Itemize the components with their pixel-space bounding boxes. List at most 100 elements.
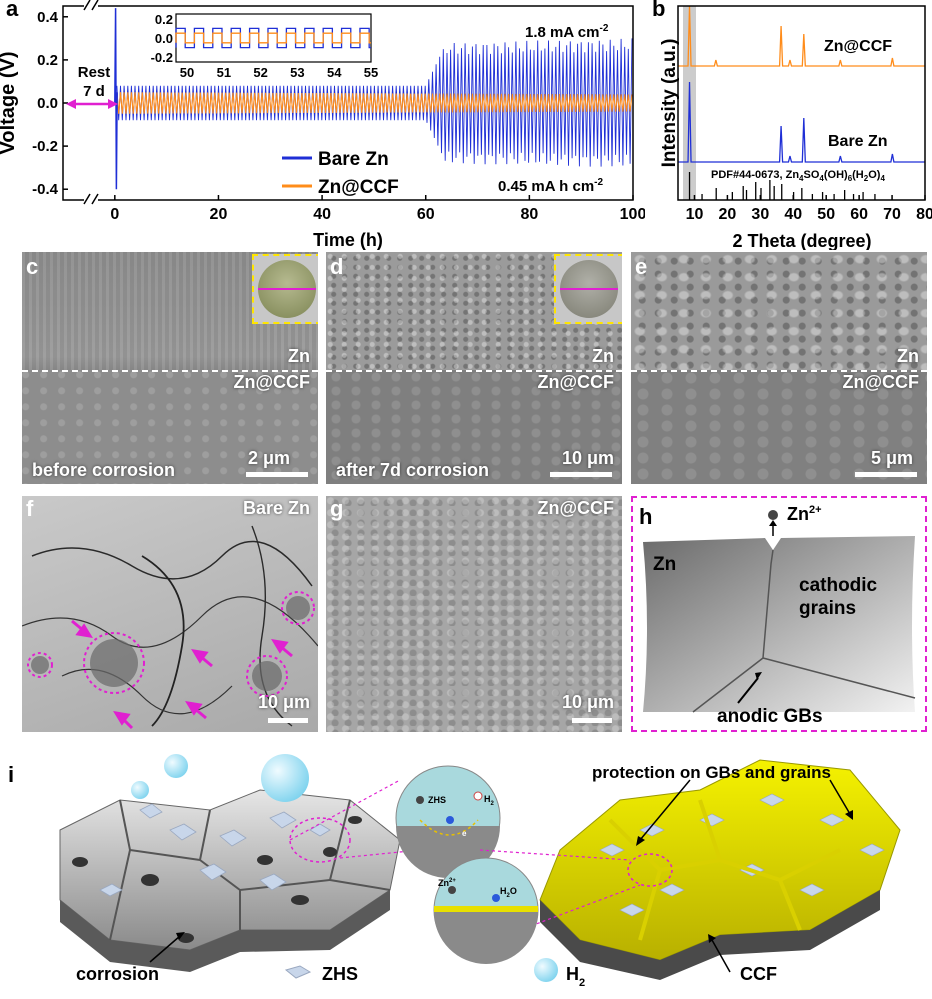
current-density-label: 1.8 mA cm-2 [525,23,609,41]
photo-inset [252,254,318,324]
sem-texture [631,252,927,370]
protection-label: protection on GBs and grains [592,763,831,782]
corrosion-label: corrosion [76,964,159,984]
legend: Bare Zn Zn@CCF [282,149,399,198]
zhs-legend-icon [284,965,312,979]
caption: after 7d corrosion [336,460,490,480]
zoom-zhs-label: ZHS [428,795,446,805]
inset-x-tick-label: 53 [290,65,304,80]
inset-y-tick-label: -0.2 [151,50,173,65]
xlabel-text: Time (h) [313,230,383,250]
rest-arrow [66,99,118,109]
legend-zn-ccf: Zn@CCF [318,177,399,198]
x-tick-label: 0 [110,206,119,223]
scale-bar [268,718,308,723]
photo-inset [554,254,622,324]
xrd-xlabel: 2 Theta (degree) [732,231,871,250]
ccf-coated-grains [539,759,901,980]
panel-title: Zn@CCF [537,498,614,518]
panel-label-c: c [26,254,39,279]
panel-label-g: g [330,496,344,521]
xrd-chart: Intensity (a.u.) 10 20 30 40 50 60 70 80 Zn@CCF… [659,5,932,250]
pink-line [560,288,618,290]
y-tick-label: 0.2 [37,52,58,69]
zoom-electron-label: e [462,829,467,838]
pink-line [258,288,316,290]
boundary-dashed-line [22,370,318,372]
panel-title: Bare Zn [242,498,310,518]
grain-schematic-h: Zn Zn2+ cathodic grains anodic GBs [631,496,927,732]
xrd-frame [677,5,926,201]
arrow-head [755,672,762,680]
rest-days-label: 7 d [83,83,105,100]
series-zn-ccf [116,92,633,114]
scale-label: 10 μm [257,692,310,712]
grain-diagram [643,510,916,713]
sem-texture [326,370,622,484]
scale-label: 10 μm [561,692,614,712]
rest-label: Rest [78,64,111,81]
scale-label: 5 μm [870,448,913,468]
legend-bare-zn: Bare Zn [318,149,389,170]
xrd-ylabel: Intensity (a.u.) [659,39,680,168]
h2-bubble [164,754,188,778]
inset-y-tick-label: 0.0 [155,31,173,46]
xrd-x-tick-label: 70 [883,206,901,223]
bare-zn-initial-spike [114,8,118,190]
panel-label-b: b [652,0,666,21]
panel-label-i: i [8,762,15,787]
capacity-label: 0.45 mA h cm-2 [498,177,603,195]
zoom-h2-label: H2 [484,794,495,807]
sem-image-c: Zn Zn@CCF before corrosion 2 μm [22,252,318,484]
h2-label: H2 [566,964,585,989]
panel-label-h: h [639,504,653,529]
y-tick-label: -0.2 [32,138,58,155]
panel-label-a: a [6,0,19,21]
sem-texture [22,370,318,484]
sem-texture [631,370,927,484]
x-tick-label: 60 [417,206,435,223]
ylabel-text: Voltage (V) [0,52,19,155]
h-zn-label: Zn [653,554,677,575]
voltage-chart: Voltage (V) 0 20 40 60 80 100 -0.4 -0.2 0.0 0.2 0.… [0,0,645,250]
zoom-inset-2 [433,857,539,964]
sem-image-d: Zn Zn@CCF after 7d corrosion 10 μm [326,252,622,484]
inset-x-tick-label: 51 [217,65,231,80]
zoom-circle [289,817,351,863]
zhs-flakes [99,803,331,897]
zinc-block [643,536,915,712]
h2-legend-icon [534,958,558,982]
zoom2-zn-label: Zn2+ [438,878,456,888]
scale-bar [246,472,308,477]
xrd-label-bare: Bare Zn [828,133,888,150]
panel-label-d: d [330,254,344,279]
xrd-x-tick-label: 50 [817,206,835,223]
inset-series-zn-ccf [175,32,371,44]
zoom-circle [627,853,673,887]
label-zn: Zn [592,346,614,366]
x-tick-label: 80 [520,206,538,223]
x-tick-label: 100 [620,206,645,223]
inset-x-tick-label: 52 [253,65,267,80]
panel-label-f: f [26,496,34,521]
label-zn-ccf: Zn@CCF [842,372,919,392]
scale-bar [550,472,612,477]
label-zn-ccf: Zn@CCF [233,372,310,392]
x-tick-label: 40 [313,206,331,223]
pdf-reference-label: PDF#44-0673, Zn4SO4(OH)6(H2O)4 [711,169,885,183]
h2-bubble [131,781,149,799]
scale-label: 2 μm [247,448,290,468]
xrd-x-tick-label: 10 [686,206,704,223]
xrd-x-tick-label: 20 [719,206,737,223]
y-axis-label: Voltage (V) [0,52,19,155]
inset-y-tick-label: 0.2 [155,12,173,27]
axis-break [83,0,99,205]
inset-chart: 50 51 52 53 54 55 0.2 0.0 -0.2 [151,12,379,80]
xrd-x-tick-label: 40 [784,206,802,223]
xrd-label-ccf: Zn@CCF [824,38,892,55]
ccf-label: CCF [740,964,777,984]
sem-image-g: Zn@CCF 10 μm [326,496,622,732]
panel-label-e: e [635,254,648,279]
y-tick-label: 0.4 [37,9,59,26]
h-anodic-label: anodic GBs [717,706,823,727]
